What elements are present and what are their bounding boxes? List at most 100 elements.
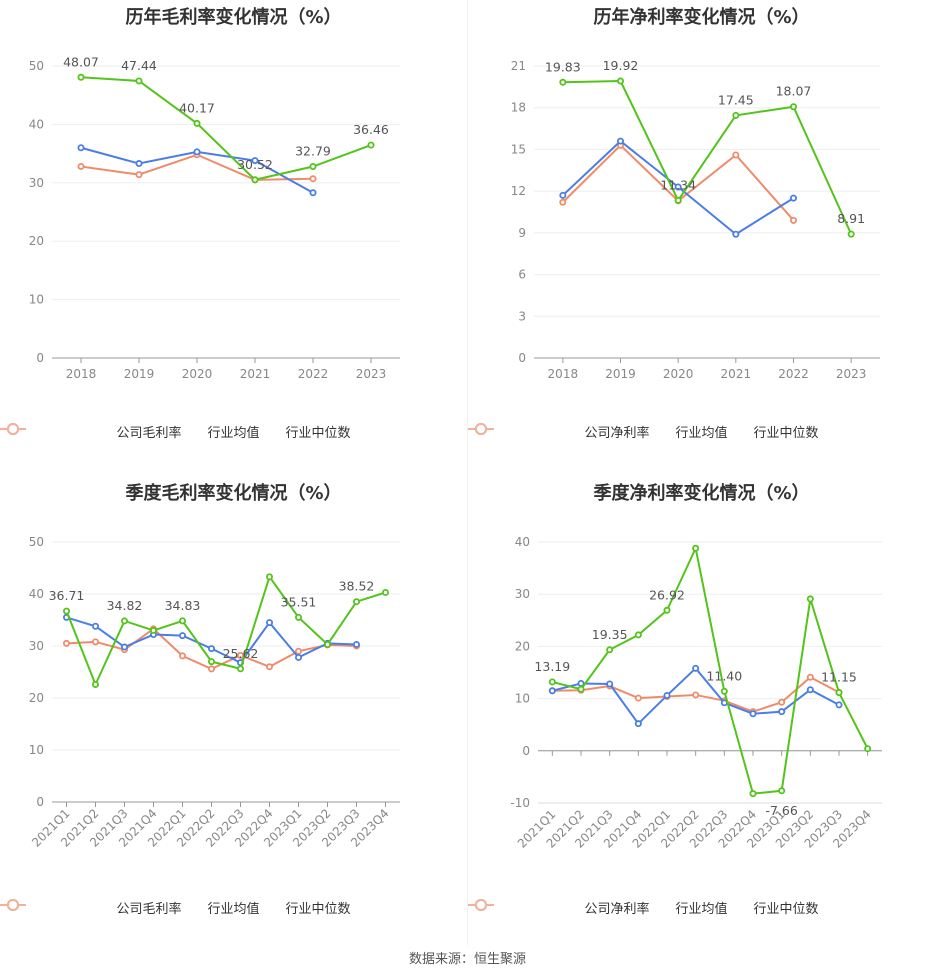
y-tick-label: 50 <box>29 59 44 73</box>
y-tick-label: 0 <box>522 744 530 758</box>
data-point <box>77 162 85 170</box>
data-point <box>749 790 757 798</box>
chart-canvas: 0 3 6 9 12 15 18 21 2018 2019 2020 2021 2022 2023 19.8… <box>511 58 880 381</box>
data-label: 34.83 <box>165 598 201 613</box>
legend-item-median[interactable]: 行业中位数 <box>0 422 351 441</box>
legend-item-median[interactable]: 行业中位数 <box>468 898 819 917</box>
data-point <box>732 151 740 159</box>
data-label: 38.52 <box>339 579 375 594</box>
data-point <box>294 653 302 661</box>
data-point <box>207 645 215 653</box>
data-label: 17.45 <box>718 92 754 107</box>
data-point <box>720 687 728 695</box>
data-point <box>634 631 642 639</box>
data-point <box>789 216 797 224</box>
x-tick-label: 2020 <box>182 367 213 381</box>
legend-label: 行业均值 <box>675 902 728 917</box>
data-label: 19.35 <box>592 627 628 642</box>
legend-line-icon <box>0 899 26 911</box>
data-point <box>616 137 624 145</box>
y-tick-label: 20 <box>29 691 44 705</box>
y-tick-label: 12 <box>511 184 526 198</box>
y-tick-label: 6 <box>518 268 526 282</box>
y-tick-label: 40 <box>29 587 44 601</box>
data-point <box>352 598 360 606</box>
legend-item-company[interactable]: 公司毛利率 <box>0 422 181 441</box>
data-label: 40.17 <box>179 100 215 115</box>
data-point <box>806 673 814 681</box>
legend-label: 行业中位数 <box>285 902 351 917</box>
legend-item-mean[interactable]: 行业均值 <box>468 898 728 917</box>
data-point <box>559 191 567 199</box>
data-point <box>236 651 244 659</box>
series-line <box>80 153 314 181</box>
legend-line-icon <box>0 423 26 435</box>
legend-item-mean[interactable]: 行业均值 <box>468 422 728 441</box>
series-line <box>66 616 357 664</box>
legend: 公司毛利率 行业均值 行业中位数 <box>0 898 467 917</box>
data-point <box>178 652 186 660</box>
data-point <box>835 689 843 697</box>
data-label: 11.15 <box>821 670 857 685</box>
data-point <box>92 638 100 646</box>
legend-item-company[interactable]: 公司净利率 <box>468 422 649 441</box>
series-line <box>552 545 869 795</box>
data-point <box>323 640 331 648</box>
legend-label: 行业均值 <box>207 426 260 441</box>
legend-item-median[interactable]: 行业中位数 <box>0 898 351 917</box>
data-label: 11.34 <box>660 177 696 192</box>
data-label: 8.91 <box>837 211 865 226</box>
legend-label: 公司毛利率 <box>116 902 182 917</box>
data-source-note: 数据来源：恒生聚源 <box>408 952 526 967</box>
data-point <box>692 691 700 699</box>
data-label: -7.66 <box>765 803 797 818</box>
data-point <box>92 680 100 688</box>
y-tick-label: 3 <box>518 309 526 323</box>
x-tick-label: 2018 <box>66 367 97 381</box>
data-point <box>692 664 700 672</box>
legend-label: 公司净利率 <box>584 902 650 917</box>
data-label: 30.52 <box>237 157 273 172</box>
data-point <box>178 617 186 625</box>
x-tick-label: 2019 <box>124 367 155 381</box>
y-tick-label: 15 <box>511 142 526 156</box>
data-point <box>674 183 682 191</box>
x-tick-label: 2022 <box>778 367 809 381</box>
panel-divider <box>467 0 468 945</box>
y-tick-label: -10 <box>510 796 530 810</box>
data-point <box>606 646 614 654</box>
chart-title: 历年净利率变化情况（%） <box>593 7 810 28</box>
data-point <box>548 687 556 695</box>
y-tick-label: 30 <box>29 176 44 190</box>
annual-net-margin-chart: 历年净利率变化情况（%） 0 3 6 9 12 15 18 21 2018 2019 2020 202… <box>468 0 935 470</box>
data-point <box>77 144 85 152</box>
data-label: 19.92 <box>603 58 639 73</box>
data-label: 34.82 <box>107 598 143 613</box>
annual-gross-margin-chart: 历年毛利率变化情况（%） 0 10 20 30 40 50 2018 2019 2020 2021… <box>0 0 467 470</box>
legend-item-median[interactable]: 行业中位数 <box>468 422 819 441</box>
data-point <box>193 148 201 156</box>
data-point <box>265 573 273 581</box>
legend-item-mean[interactable]: 行业均值 <box>0 422 260 441</box>
legend-line-icon <box>468 899 494 911</box>
y-tick-label: 30 <box>29 639 44 653</box>
data-point <box>294 613 302 621</box>
data-label: 36.71 <box>49 588 85 603</box>
x-tick-label: 2023 <box>356 367 387 381</box>
legend-item-company[interactable]: 公司毛利率 <box>0 898 182 917</box>
y-tick-label: 10 <box>515 692 530 706</box>
legend-item-company[interactable]: 公司净利率 <box>468 898 650 917</box>
data-label: 36.46 <box>353 122 389 137</box>
y-tick-label: 0 <box>518 351 526 365</box>
data-point <box>207 658 215 666</box>
legend-line-icon <box>468 423 494 435</box>
y-tick-label: 20 <box>515 639 530 653</box>
data-label: 26.92 <box>649 587 685 602</box>
legend-item-mean[interactable]: 行业均值 <box>0 898 260 917</box>
x-tick-label: 2020 <box>663 367 694 381</box>
data-point <box>63 639 71 647</box>
data-point <box>616 77 624 85</box>
y-tick-label: 40 <box>29 117 44 131</box>
y-tick-label: 50 <box>29 535 44 549</box>
legend-label: 行业均值 <box>675 426 728 441</box>
